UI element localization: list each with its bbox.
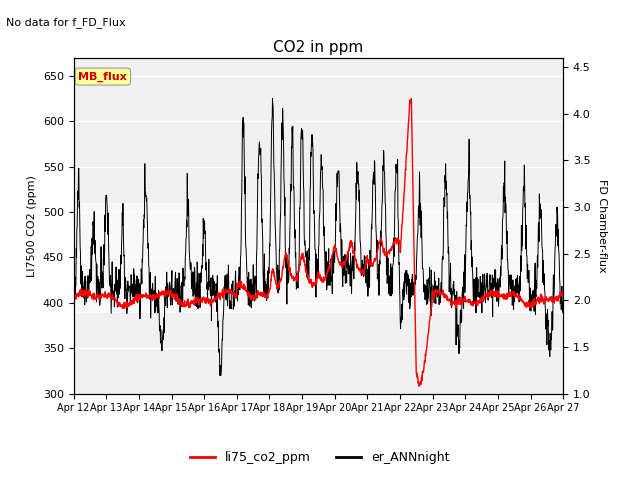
Legend: li75_co2_ppm, er_ANNnight: li75_co2_ppm, er_ANNnight bbox=[186, 446, 454, 469]
Title: CO2 in ppm: CO2 in ppm bbox=[273, 40, 364, 55]
Text: No data for f_FD_Flux: No data for f_FD_Flux bbox=[6, 17, 126, 28]
Text: MB_flux: MB_flux bbox=[79, 72, 127, 82]
Bar bbox=[74, 203, 563, 312]
Y-axis label: LI7500 CO2 (ppm): LI7500 CO2 (ppm) bbox=[27, 175, 37, 276]
Y-axis label: FD Chamber-flux: FD Chamber-flux bbox=[597, 179, 607, 273]
